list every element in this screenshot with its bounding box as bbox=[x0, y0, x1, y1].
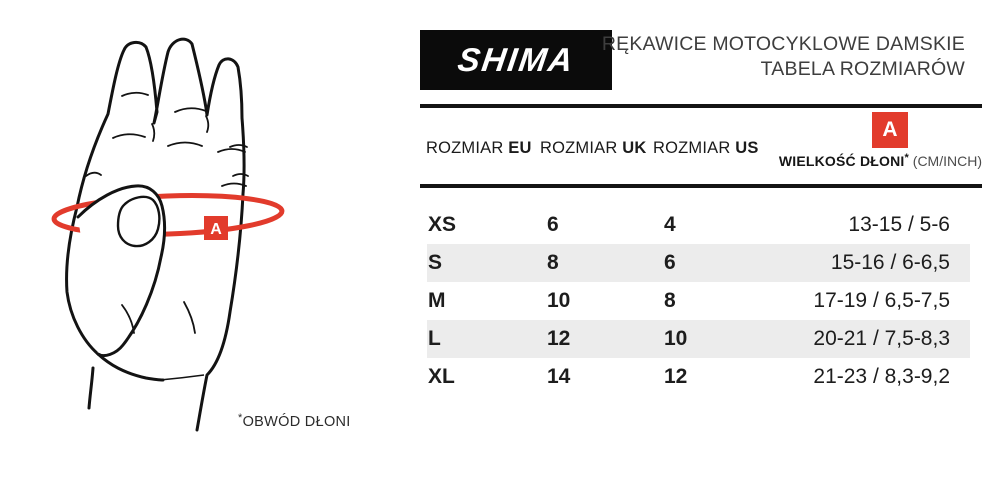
table-row-s: S 8 6 15-16 / 6-6,5 bbox=[420, 244, 982, 282]
column-header-eu-prefix: ROZMIAR bbox=[426, 139, 509, 157]
column-header-hand-size: WIELKOŚĆ DŁONI* (CM/INCH) bbox=[778, 152, 982, 169]
cell-uk: 12 bbox=[547, 327, 571, 350]
title-line-2: TABELA ROZMIARÓW bbox=[760, 58, 965, 80]
cell-uk: 8 bbox=[547, 251, 559, 274]
cell-hand: 21-23 / 8,3-9,2 bbox=[813, 365, 950, 388]
hand-illustration-icon: A bbox=[51, 37, 285, 432]
measure-marker-a bbox=[204, 216, 228, 240]
table-row-l: L 12 10 20-21 / 7,5-8,3 bbox=[420, 320, 982, 358]
column-header-uk-code: UK bbox=[622, 139, 647, 157]
cell-size: XL bbox=[428, 365, 455, 388]
table-row-xs: XS 6 4 13-15 / 5-6 bbox=[420, 206, 982, 244]
size-table-body: XS 6 4 13-15 / 5-6 S 8 6 15-16 / 6-6,5 M… bbox=[420, 206, 982, 396]
cell-hand: 15-16 / 6-6,5 bbox=[830, 251, 950, 274]
divider-top bbox=[420, 104, 982, 108]
thumbnail bbox=[116, 195, 161, 248]
cell-size: S bbox=[428, 251, 443, 274]
cell-us: 6 bbox=[664, 251, 676, 274]
cell-uk: 6 bbox=[547, 213, 559, 236]
thumb-outline bbox=[76, 184, 166, 358]
cell-size: M bbox=[428, 289, 446, 312]
cell-us: 4 bbox=[664, 213, 676, 236]
column-header-uk: ROZMIAR UK bbox=[540, 139, 647, 158]
hand-size-unit: (CM/INCH) bbox=[912, 153, 982, 169]
column-header-us-code: US bbox=[735, 139, 759, 157]
finger-creases bbox=[85, 91, 249, 334]
hand-diagram-panel: A *OBWÓD DŁONI bbox=[0, 0, 410, 481]
cell-uk: 14 bbox=[547, 365, 571, 388]
cell-hand: 20-21 / 7,5-8,3 bbox=[813, 327, 950, 350]
column-header-uk-prefix: ROZMIAR bbox=[540, 139, 623, 157]
hand-outline bbox=[65, 37, 246, 432]
wrist-crease bbox=[159, 374, 205, 381]
table-row-xl: XL 14 12 21-23 / 8,3-9,2 bbox=[420, 358, 982, 396]
title-line-1: RĘKAWICE MOTOCYKLOWE DAMSKIE bbox=[601, 33, 965, 55]
table-row-m: M 10 8 17-19 / 6,5-7,5 bbox=[420, 282, 982, 320]
column-header-us: ROZMIAR US bbox=[653, 139, 759, 158]
size-table-panel: SHIMA RĘKAWICE MOTOCYKLOWE DAMSKIE TABEL… bbox=[420, 30, 982, 430]
brand-logo: SHIMA bbox=[420, 30, 612, 90]
footnote: *OBWÓD DŁONI bbox=[238, 412, 351, 430]
cell-hand: 17-19 / 6,5-7,5 bbox=[813, 289, 950, 312]
measure-marker-label: A bbox=[210, 221, 222, 238]
cell-us: 12 bbox=[664, 365, 688, 388]
column-header-eu-code: EU bbox=[508, 139, 532, 157]
hand-size-label: WIELKOŚĆ DŁONI bbox=[778, 153, 905, 169]
page-title: RĘKAWICE MOTOCYKLOWE DAMSKIE TABELA ROZM… bbox=[602, 32, 965, 82]
measure-ellipse bbox=[51, 193, 285, 237]
thumb-crease bbox=[121, 304, 135, 334]
cell-size: L bbox=[428, 327, 441, 350]
cell-size: XS bbox=[428, 213, 457, 236]
hand-size-marker-badge: A bbox=[872, 112, 908, 148]
hand-size-asterisk: * bbox=[904, 152, 909, 164]
cell-us: 8 bbox=[664, 289, 676, 312]
brand-logo-text: SHIMA bbox=[455, 41, 577, 78]
footnote-text: OBWÓD DŁONI bbox=[242, 414, 351, 430]
cell-hand: 13-15 / 5-6 bbox=[848, 213, 950, 236]
column-header-us-prefix: ROZMIAR bbox=[653, 139, 736, 157]
divider-header bbox=[420, 184, 982, 188]
wrist-left-line bbox=[87, 366, 95, 410]
cell-us: 10 bbox=[664, 327, 688, 350]
footnote-asterisk: * bbox=[238, 412, 243, 424]
column-header-eu: ROZMIAR EU bbox=[426, 139, 532, 158]
cell-uk: 10 bbox=[547, 289, 571, 312]
hand-heel-line bbox=[96, 352, 165, 382]
